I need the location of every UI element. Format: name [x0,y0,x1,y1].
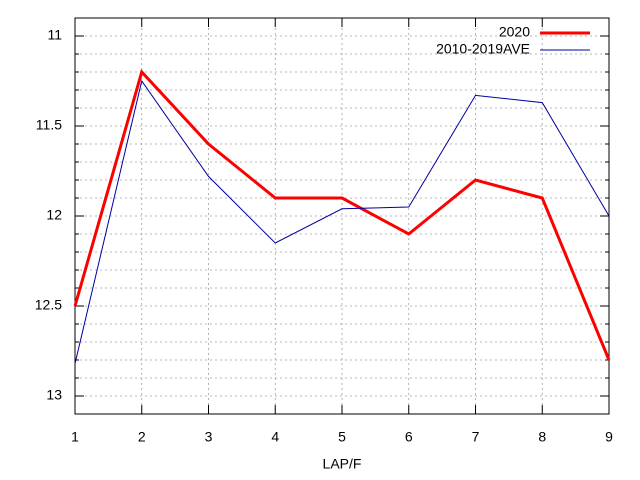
x-tick-label: 6 [405,429,413,445]
series-line [74,79,610,364]
x-tick-label: 7 [472,429,480,445]
x-tick-label: 5 [338,429,346,445]
y-tick-label: 11.5 [36,117,62,133]
x-tick-label: 8 [538,429,546,445]
x-tick-label: 2 [138,429,146,445]
x-axis-label: LAP/F [323,456,362,472]
x-tick-label: 9 [605,429,613,445]
legend-label: 2020 [499,24,530,40]
y-tick-label: 13 [46,387,62,403]
y-tick-label: 12 [46,207,62,223]
series-line [73,69,611,361]
x-tick-label: 3 [205,429,213,445]
legend-label: 2010-2019AVE [436,41,530,57]
x-tick-label: 1 [71,429,79,445]
y-tick-label: 11 [47,27,62,43]
y-tick-label: 12.5 [35,297,62,313]
x-tick-label: 4 [271,429,279,445]
